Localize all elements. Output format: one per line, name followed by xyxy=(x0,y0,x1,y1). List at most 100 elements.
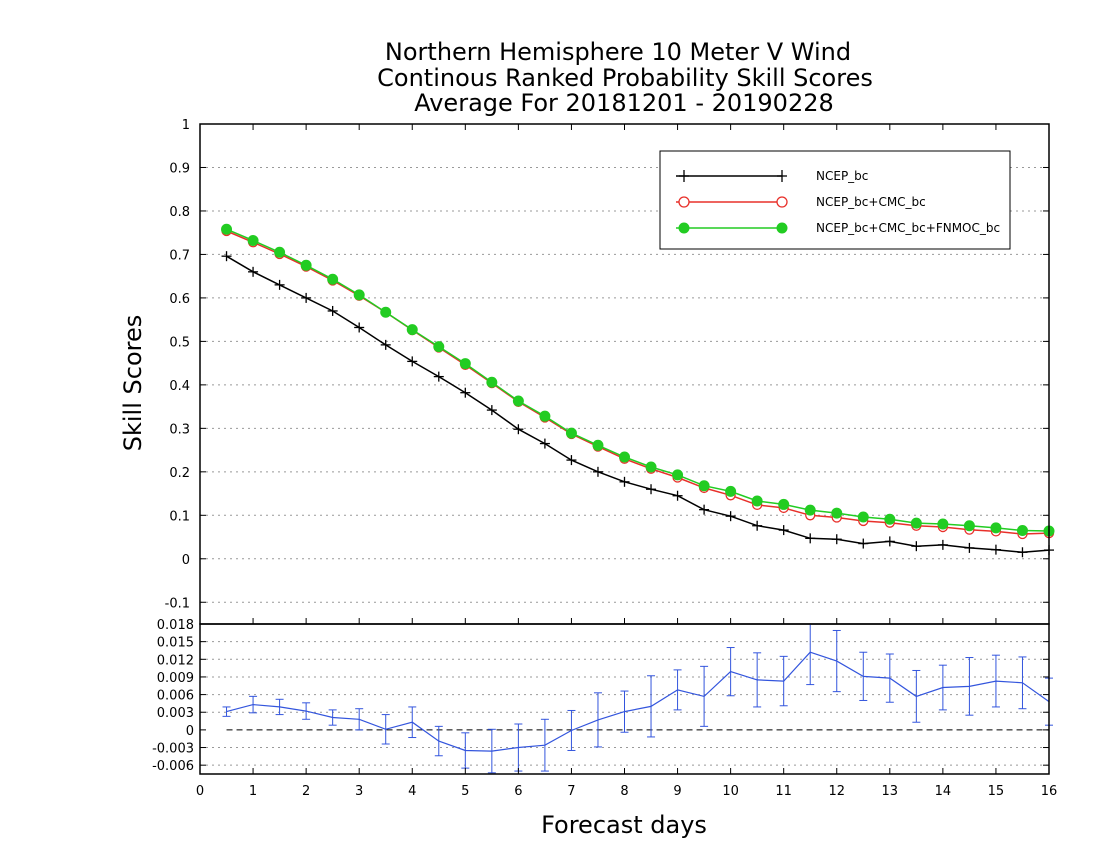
data-point xyxy=(566,455,577,466)
x-tick-label: 7 xyxy=(567,784,575,799)
y-tick-label: 0.003 xyxy=(157,706,194,721)
x-tick-label: 0 xyxy=(196,784,204,799)
data-point xyxy=(512,395,524,407)
legend-box xyxy=(659,150,1011,250)
data-point xyxy=(937,539,948,550)
data-point xyxy=(274,279,285,290)
data-point xyxy=(752,520,763,531)
data-point xyxy=(884,536,895,547)
data-point xyxy=(990,522,1002,534)
series-line xyxy=(226,255,1050,554)
legend-label: NCEP_bc xyxy=(816,169,868,183)
legend-marker xyxy=(776,222,788,234)
y-tick-label: 0.012 xyxy=(157,653,194,668)
data-point xyxy=(990,544,1001,555)
chart-title-line-3: Average For 20181201 - 20190228 xyxy=(414,89,834,117)
y-tick-label: -0.1 xyxy=(165,596,190,611)
data-point xyxy=(486,376,498,388)
legend: NCEP_bc NCEP_bc+CMC_bc NCEP_bc+CMC_bc+FNMO… xyxy=(659,150,1011,250)
data-point xyxy=(725,485,737,497)
data-point xyxy=(645,461,657,473)
data-point xyxy=(699,504,710,515)
data-point xyxy=(963,520,975,532)
data-point xyxy=(460,387,471,398)
legend-label: NCEP_bc+CMC_bc+FNMOC_bc xyxy=(816,221,1000,235)
data-point xyxy=(910,517,922,529)
data-point xyxy=(300,259,312,271)
data-point xyxy=(221,223,233,235)
difference-panel: 0.018 0.015 0.012 0.009 0.006 0.003 0 -0.003 -0.… xyxy=(152,618,1057,799)
legend-marker xyxy=(678,222,690,234)
y-tick-label: 0.1 xyxy=(169,509,190,524)
x-tick-label: 16 xyxy=(1041,784,1058,799)
y-tick-label: 0.015 xyxy=(157,636,194,651)
data-point xyxy=(884,513,896,525)
data-point xyxy=(539,438,550,449)
data-point xyxy=(858,538,869,549)
x-axis-title: Forecast days xyxy=(541,811,707,839)
data-point xyxy=(857,511,869,523)
y-tick-label: 0 xyxy=(182,553,190,568)
data-point xyxy=(964,542,975,553)
data-point xyxy=(247,235,259,247)
data-point xyxy=(1017,547,1028,558)
data-point xyxy=(672,469,684,481)
data-point xyxy=(433,341,445,353)
data-point xyxy=(619,476,630,487)
data-point xyxy=(619,451,630,463)
error-bar xyxy=(806,623,815,686)
data-point xyxy=(831,534,842,545)
data-point xyxy=(354,322,365,333)
x-tick-label: 11 xyxy=(775,784,792,799)
data-point xyxy=(539,410,551,422)
x-tick-label: 2 xyxy=(302,784,310,799)
x-tick-label: 5 xyxy=(461,784,469,799)
y-tick-label: 1 xyxy=(182,118,190,133)
chart-title-line-2: Continous Ranked Probability Skill Score… xyxy=(377,64,873,92)
legend-marker xyxy=(678,196,690,208)
x-tick-label: 14 xyxy=(935,784,952,799)
data-point xyxy=(513,424,524,435)
x-tick-label: 6 xyxy=(514,784,522,799)
data-point xyxy=(751,495,763,507)
data-point xyxy=(274,246,286,258)
data-point xyxy=(353,289,365,301)
data-point xyxy=(459,358,471,370)
x-tick-label: 15 xyxy=(988,784,1005,799)
data-point xyxy=(380,306,392,318)
y-tick-label: 0.009 xyxy=(157,671,194,686)
x-tick-label: 3 xyxy=(355,784,363,799)
y-tick-label: 0.6 xyxy=(169,292,190,307)
y-tick-label: 0.9 xyxy=(169,161,190,176)
data-point xyxy=(911,541,922,552)
difference-line xyxy=(226,651,1050,752)
data-point xyxy=(486,405,497,416)
legend-label: NCEP_bc+CMC_bc xyxy=(816,195,926,209)
data-point xyxy=(698,480,710,492)
chart-title-line-1: Northern Hemisphere 10 Meter V Wind xyxy=(385,38,851,66)
y-tick-label: 0.8 xyxy=(169,205,190,220)
data-point xyxy=(301,292,312,303)
data-point xyxy=(380,339,391,350)
data-point xyxy=(725,511,736,522)
data-point xyxy=(778,498,790,510)
data-point xyxy=(565,427,577,439)
x-tick-label: 12 xyxy=(828,784,845,799)
legend-marker xyxy=(776,196,788,208)
data-point xyxy=(592,439,604,451)
data-point xyxy=(406,324,418,336)
data-point xyxy=(327,273,339,285)
x-tick-label: 10 xyxy=(722,784,739,799)
y-tick-label: 0.3 xyxy=(169,422,190,437)
y-tick-label: 0.7 xyxy=(169,248,190,263)
data-point xyxy=(805,533,816,544)
series-line xyxy=(226,230,1050,535)
skill-score-panel: 1 0.9 0.8 0.7 0.6 0.5 0.4 0.3 0.2 0.1 0 -0.1 xyxy=(165,118,1055,625)
y-tick-label: 0.2 xyxy=(169,466,190,481)
data-point xyxy=(831,507,843,519)
data-point xyxy=(433,371,444,382)
y-tick-label: 0.5 xyxy=(169,335,190,350)
x-tick-label: 9 xyxy=(673,784,681,799)
data-point xyxy=(672,490,683,501)
